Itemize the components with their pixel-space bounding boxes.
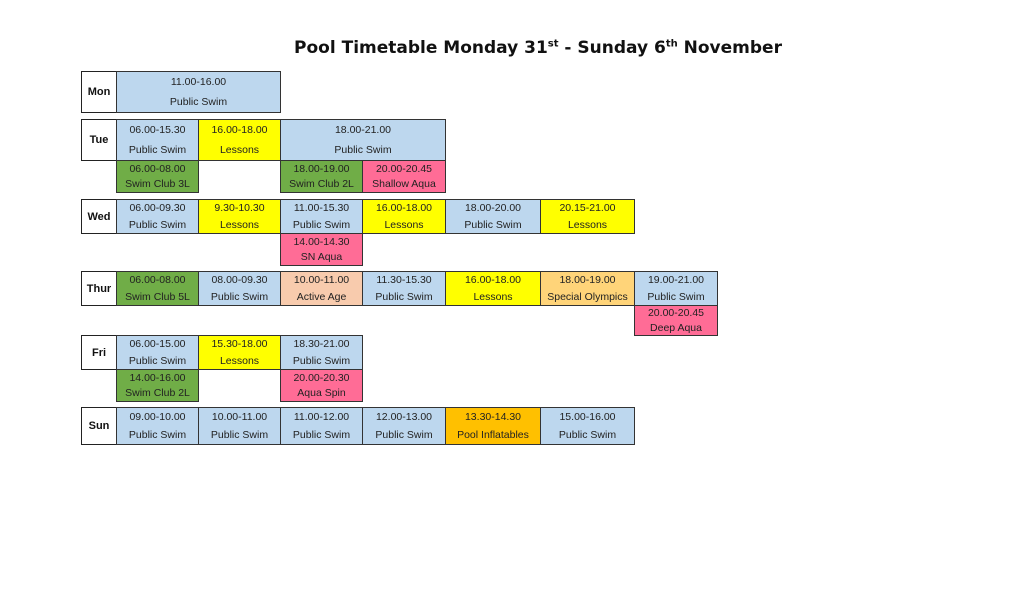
session-cell: 06.00-09.30 Public Swim xyxy=(116,199,199,234)
session-cell: 18.00-21.00 Public Swim xyxy=(280,119,446,161)
session-cell: 16.00-18.00 Lessons xyxy=(198,119,281,161)
session-cell: 20.00-20.45 Shallow Aqua xyxy=(362,160,446,193)
session-cell: 06.00-15.30 Public Swim xyxy=(116,119,199,161)
session-cell: 11.00-16.00 Public Swim xyxy=(116,71,281,113)
day-label-fri: Fri xyxy=(81,335,117,370)
session-cell: 20.15-21.00 Lessons xyxy=(540,199,635,234)
session-cell: 14.00-14.30 SN Aqua xyxy=(280,233,363,266)
session-cell: 15.30-18.00 Lessons xyxy=(198,335,281,370)
session-cell: 06.00-08.00 Swim Club 3L xyxy=(116,160,199,193)
session-cell: 14.00-16.00 Swim Club 2L xyxy=(116,369,199,402)
day-label-thu: Thur xyxy=(81,271,117,306)
session-cell: 20.00-20.30 Aqua Spin xyxy=(280,369,363,402)
session-cell: 11.30-15.30 Public Swim xyxy=(362,271,446,306)
session-cell: 18.00-19.00 Special Olympics xyxy=(540,271,635,306)
session-cell: 15.00-16.00 Public Swim xyxy=(540,407,635,445)
session-cell: 18.00-20.00 Public Swim xyxy=(445,199,541,234)
session-cell: 16.00-18.00 Lessons xyxy=(445,271,541,306)
session-cell: 11.00-12.00 Public Swim xyxy=(280,407,363,445)
session-cell: 13.30-14.30 Pool Inflatables xyxy=(445,407,541,445)
session-cell: 20.00-20.45 Deep Aqua xyxy=(634,305,718,336)
page-title: Pool Timetable Monday 31st - Sunday 6th … xyxy=(294,38,782,58)
session-cell: 10.00-11.00 Public Swim xyxy=(198,407,281,445)
session-cell: 06.00-15.00 Public Swim xyxy=(116,335,199,370)
session-cell: 11.00-15.30 Public Swim xyxy=(280,199,363,234)
day-label-mon: Mon xyxy=(81,71,117,113)
session-cell: 9.30-10.30 Lessons xyxy=(198,199,281,234)
session-cell: 19.00-21.00 Public Swim xyxy=(634,271,718,306)
session-cell: 12.00-13.00 Public Swim xyxy=(362,407,446,445)
session-cell: 18.30-21.00 Public Swim xyxy=(280,335,363,370)
session-cell: 06.00-08.00 Swim Club 5L xyxy=(116,271,199,306)
day-label-tue: Tue xyxy=(81,119,117,161)
session-cell: 18.00-19.00 Swim Club 2L xyxy=(280,160,363,193)
session-cell: 09.00-10.00 Public Swim xyxy=(116,407,199,445)
session-cell: 10.00-11.00 Active Age xyxy=(280,271,363,306)
session-cell: 16.00-18.00 Lessons xyxy=(362,199,446,234)
session-cell: 08.00-09.30 Public Swim xyxy=(198,271,281,306)
day-label-wed: Wed xyxy=(81,199,117,234)
day-label-sun: Sun xyxy=(81,407,117,445)
